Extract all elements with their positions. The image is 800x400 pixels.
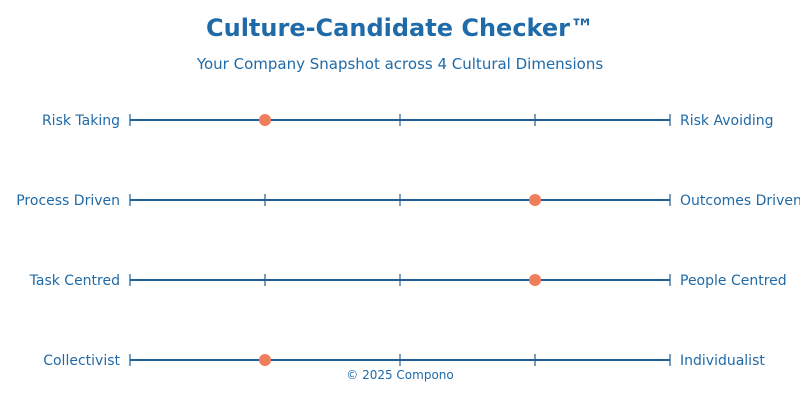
left-pole-label: Collectivist (43, 353, 120, 369)
right-pole-label: Risk Avoiding (680, 113, 774, 129)
left-pole-label: Risk Taking (42, 113, 120, 129)
company-position-marker (529, 274, 541, 286)
company-position-marker (259, 114, 271, 126)
right-pole-label: Outcomes Driven (680, 193, 800, 209)
chart-title: Culture-Candidate Checker™ (206, 14, 594, 42)
right-pole-label: Individualist (680, 353, 765, 369)
chart-subtitle: Your Company Snapshot across 4 Cultural … (196, 55, 604, 73)
company-position-marker (529, 194, 541, 206)
company-position-marker (259, 354, 271, 366)
left-pole-label: Process Driven (16, 193, 120, 209)
left-pole-label: Task Centred (29, 273, 120, 289)
copyright-footer: © 2025 Compono (346, 368, 454, 382)
right-pole-label: People Centred (680, 273, 787, 289)
